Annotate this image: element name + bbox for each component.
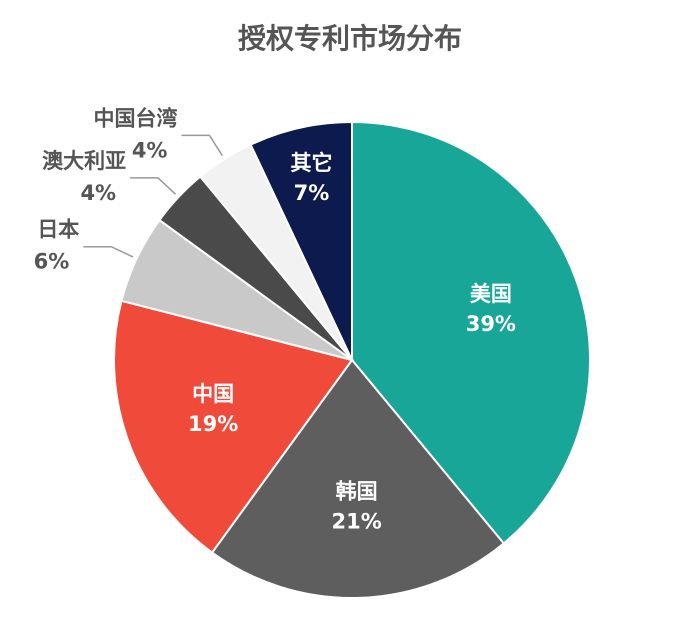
slice-label: 中国台湾	[93, 106, 177, 130]
slice-label: 日本	[37, 218, 79, 242]
slice-value-label: 19%	[188, 412, 238, 436]
slice-value-label: 4%	[132, 138, 168, 162]
slice-label: 其它	[291, 151, 333, 175]
slice-label: 澳大利亚	[42, 149, 126, 173]
pie-slice	[113, 299, 354, 554]
slice-label: 中国	[192, 382, 234, 406]
slice-value-label: 21%	[332, 509, 382, 533]
leader-line	[130, 177, 177, 195]
leader-line	[181, 134, 223, 157]
slice-value-label: 39%	[466, 312, 516, 336]
chart-title: 授权专利市场分布	[238, 22, 462, 55]
slice-value-label: 4%	[80, 181, 116, 205]
slice-value-label: 7%	[294, 181, 330, 205]
slice-label: 韩国	[336, 479, 378, 503]
slice-label: 美国	[470, 282, 512, 306]
leader-line	[83, 245, 134, 258]
pie-slice	[210, 358, 506, 599]
pie-slice	[351, 120, 591, 545]
slice-value-label: 6%	[34, 250, 70, 274]
pie-slice	[249, 120, 353, 361]
